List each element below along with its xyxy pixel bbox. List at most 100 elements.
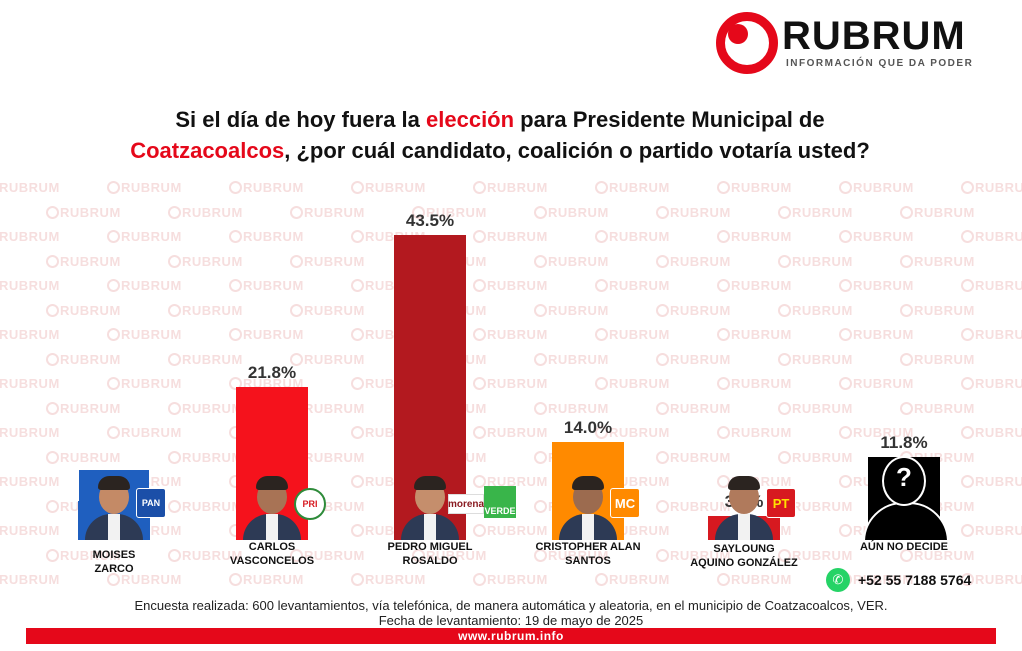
- watermark-label: RUBRUM: [487, 523, 548, 538]
- watermark-text: RUBRUM: [595, 180, 670, 195]
- watermark-text: RUBRUM: [107, 376, 182, 391]
- watermark-dot-icon: [778, 303, 791, 317]
- watermark-label: RUBRUM: [60, 204, 121, 220]
- watermark-dot-icon: [717, 377, 730, 390]
- watermark-label: RUBRUM: [548, 204, 609, 220]
- logo-wordmark: RUBRUM: [782, 14, 966, 58]
- watermark-text: RUBRUM: [473, 523, 548, 538]
- watermark-dot-icon: [46, 352, 59, 366]
- watermark-label: RUBRUM: [914, 351, 975, 367]
- watermark-dot-icon: [229, 230, 242, 243]
- watermark-label: RUBRUM: [182, 351, 243, 367]
- watermark-text: RUBRUM: [0, 425, 60, 440]
- watermark-dot-icon: [46, 548, 59, 562]
- watermark-dot-icon: [961, 573, 974, 586]
- watermark-dot-icon: [656, 499, 669, 513]
- watermark-text: RUBRUM: [961, 180, 1022, 195]
- watermark-label: RUBRUM: [426, 547, 487, 563]
- watermark-dot-icon: [778, 401, 791, 415]
- watermark-text: RUBRUM: [656, 254, 731, 269]
- candidate-name: PEDRO MIGUEL ROSALDO: [387, 541, 473, 567]
- watermark-label: RUBRUM: [548, 547, 609, 563]
- watermark-label: RUBRUM: [121, 180, 182, 195]
- watermark-label: RUBRUM: [609, 376, 670, 391]
- watermark-text: RUBRUM: [839, 376, 914, 391]
- watermark-text: RUBRUM: [656, 303, 731, 318]
- watermark-text: RUBRUM: [0, 523, 60, 538]
- watermark-dot-icon: [534, 450, 547, 464]
- chart-title: Si el día de hoy fuera la elección para …: [60, 104, 940, 166]
- watermark-dot-icon: [656, 254, 669, 268]
- watermark-dot-icon: [656, 401, 669, 415]
- watermark-text: RUBRUM: [717, 278, 792, 293]
- watermark-label: RUBRUM: [487, 180, 548, 195]
- watermark-dot-icon: [168, 499, 181, 513]
- watermark-text: RUBRUM: [900, 205, 975, 220]
- watermark-label: RUBRUM: [670, 351, 731, 367]
- watermark-dot-icon: [534, 499, 547, 513]
- watermark-dot-icon: [290, 254, 303, 268]
- watermark-text: RUBRUM: [656, 499, 731, 514]
- watermark-label: RUBRUM: [975, 376, 1022, 391]
- watermark-label: RUBRUM: [670, 302, 731, 318]
- undecided-silhouette: ?: [859, 448, 949, 540]
- watermark-dot-icon: [290, 205, 303, 219]
- watermark-pattern: RUBRUM RUBRUM RUBRUM RUBRUM RUBRUM RUBRUM RUBR…: [0, 180, 1022, 600]
- watermark-label: RUBRUM: [609, 572, 670, 587]
- watermark-dot-icon: [229, 328, 242, 341]
- watermark-text: RUBRUM: [961, 229, 1022, 244]
- watermark-dot-icon: [473, 328, 486, 341]
- watermark-label: RUBRUM: [182, 400, 243, 416]
- watermark-text: RUBRUM: [107, 327, 182, 342]
- watermark-label: RUBRUM: [853, 278, 914, 293]
- watermark-text: RUBRUM: [168, 401, 243, 416]
- watermark-label: RUBRUM: [731, 327, 792, 342]
- watermark-dot-icon: [900, 548, 913, 562]
- watermark-text: RUBRUM: [534, 401, 609, 416]
- watermark-label: RUBRUM: [304, 204, 365, 220]
- candidate-photo: [709, 470, 779, 540]
- watermark-text: RUBRUM: [656, 401, 731, 416]
- watermark-dot-icon: [168, 450, 181, 464]
- photo-silhouette: [424, 514, 436, 540]
- watermark-dot-icon: [473, 573, 486, 586]
- bar-value-label: 21.8%: [247, 363, 297, 383]
- watermark-dot-icon: [46, 254, 59, 268]
- footer-bar: www.rubrum.info: [26, 628, 996, 644]
- bar-value-label: 43.5%: [405, 211, 455, 230]
- watermark-dot-icon: [961, 279, 974, 292]
- watermark-label: RUBRUM: [609, 180, 670, 195]
- watermark-label: RUBRUM: [182, 253, 243, 269]
- contact-phone[interactable]: ✆ +52 55 7188 5764: [826, 568, 971, 592]
- watermark-dot-icon: [473, 230, 486, 243]
- watermark-label: RUBRUM: [243, 180, 304, 195]
- watermark-label: RUBRUM: [670, 253, 731, 269]
- watermark-dot-icon: [46, 401, 59, 415]
- website-link[interactable]: www.rubrum.info: [458, 629, 564, 643]
- watermark-label: RUBRUM: [182, 449, 243, 465]
- watermark-dot-icon: [229, 573, 242, 586]
- watermark-label: RUBRUM: [609, 523, 670, 538]
- watermark-dot-icon: [595, 573, 608, 586]
- watermark-text: RUBRUM: [0, 572, 60, 587]
- party-logo-icon: PRI: [294, 488, 326, 520]
- watermark-text: RUBRUM: [168, 205, 243, 220]
- watermark-text: RUBRUM: [46, 205, 121, 220]
- watermark-text: RUBRUM: [229, 229, 304, 244]
- watermark-text: RUBRUM: [107, 572, 182, 587]
- watermark-label: RUBRUM: [609, 327, 670, 342]
- watermark-label: RUBRUM: [853, 180, 914, 195]
- watermark-label: RUBRUM: [548, 302, 609, 318]
- title-highlight: elección: [426, 107, 515, 132]
- watermark-text: RUBRUM: [717, 376, 792, 391]
- watermark-text: RUBRUM: [595, 278, 670, 293]
- watermark-label: RUBRUM: [0, 474, 60, 489]
- watermark-dot-icon: [168, 254, 181, 268]
- party-logo-icon: morena: [448, 494, 484, 514]
- photo-silhouette: [738, 514, 750, 540]
- watermark-label: RUBRUM: [792, 449, 853, 465]
- watermark-text: RUBRUM: [778, 205, 853, 220]
- watermark-label: RUBRUM: [487, 376, 548, 391]
- watermark-text: RUBRUM: [900, 352, 975, 367]
